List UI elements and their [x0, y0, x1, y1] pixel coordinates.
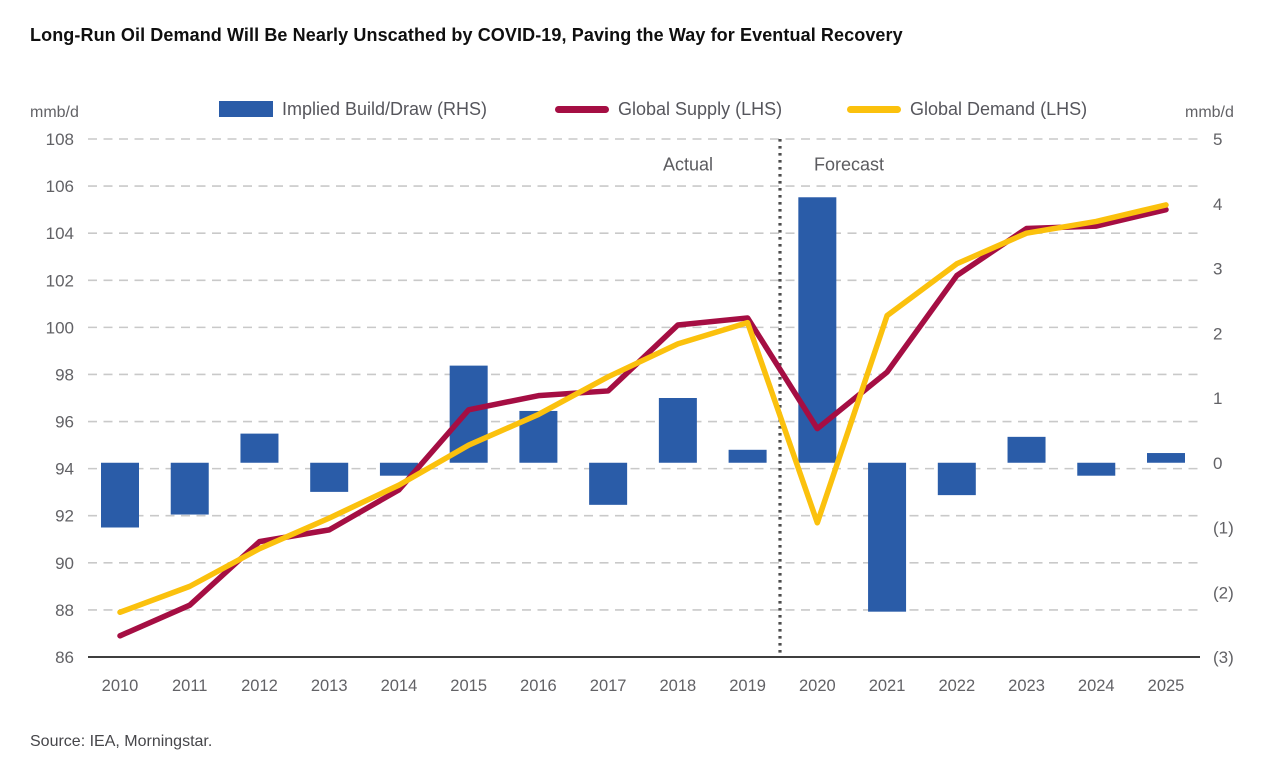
legend: Implied Build/Draw (RHS) Global Supply (…	[0, 96, 1285, 122]
bar-2012	[240, 433, 279, 463]
x-axis-year-label: 2016	[520, 677, 557, 695]
legend-item-global-supply: Global Supply (LHS)	[555, 96, 782, 122]
left-axis-unit-label: mmb/d	[30, 104, 79, 121]
right-axis-tick-label: 2	[1213, 324, 1222, 343]
right-axis-tick-label: 1	[1213, 389, 1222, 408]
global-supply-swatch-icon	[555, 105, 609, 113]
x-axis-year-label: 2011	[172, 677, 207, 695]
left-axis-tick-label: 94	[55, 460, 74, 479]
x-axis-year-label: 2024	[1078, 677, 1115, 695]
actual-period-label: Actual	[662, 154, 714, 175]
build-draw-swatch-icon	[219, 101, 273, 117]
bar-2024	[1077, 462, 1116, 476]
bar-2023	[1007, 436, 1046, 463]
legend-item-global-demand: Global Demand (LHS)	[847, 96, 1087, 122]
bar-2021	[868, 462, 907, 612]
bar-2011	[170, 462, 209, 515]
right-axis-unit-label: mmb/d	[1185, 104, 1234, 121]
bar-2020	[798, 197, 837, 463]
bar-2014	[379, 462, 418, 476]
source-note: Source: IEA, Morningstar.	[30, 733, 213, 750]
forecast-period-label: Forecast	[813, 154, 885, 175]
x-axis-year-label: 2020	[799, 677, 836, 695]
left-axis-tick-label: 106	[46, 177, 74, 196]
bar-2017	[589, 462, 628, 505]
bar-2025	[1147, 453, 1185, 463]
left-axis-tick-label: 92	[55, 507, 74, 526]
legend-label: Global Demand (LHS)	[910, 98, 1088, 119]
legend-label: Implied Build/Draw (RHS)	[282, 98, 488, 119]
legend-item-build-draw: Implied Build/Draw (RHS)	[219, 96, 487, 122]
x-axis-year-label: 2017	[590, 677, 627, 695]
right-axis-tick-label: (3)	[1213, 648, 1234, 667]
global-demand-line	[117, 202, 1169, 616]
right-axis-tick-label: 5	[1213, 130, 1222, 149]
left-axis-tick-label: 108	[46, 130, 74, 149]
global-supply-line	[117, 206, 1169, 639]
left-axis-tick-label: 88	[55, 601, 74, 620]
bar-2019	[728, 449, 767, 463]
x-axis-year-label: 2021	[869, 677, 906, 695]
x-axis-year-label: 2010	[102, 677, 139, 695]
chart-title: Long-Run Oil Demand Will Be Nearly Unsca…	[30, 25, 903, 45]
bar-2022	[937, 462, 976, 496]
right-axis-tick-label: (2)	[1213, 583, 1234, 602]
left-axis-tick-label: 100	[46, 318, 74, 337]
x-axis-year-label: 2014	[381, 677, 418, 695]
left-axis-tick-label: 104	[46, 224, 74, 243]
x-axis-year-label: 2018	[660, 677, 697, 695]
right-axis-tick-label: 4	[1213, 195, 1222, 214]
left-axis-tick-label: 98	[55, 365, 74, 384]
left-axis-tick-label: 86	[55, 648, 74, 667]
bar-2013	[310, 462, 349, 492]
x-axis-year-label: 2012	[241, 677, 278, 695]
x-axis-year-label: 2019	[729, 677, 766, 695]
left-axis-tick-label: 90	[55, 554, 74, 573]
x-axis-year-label: 2015	[450, 677, 487, 695]
bar-2010	[101, 462, 139, 528]
x-axis-year-label: 2025	[1148, 677, 1185, 695]
left-axis-tick-label: 96	[55, 413, 74, 432]
legend-label: Global Supply (LHS)	[618, 98, 783, 119]
left-axis-tick-label: 102	[46, 271, 74, 290]
right-axis-tick-label: 3	[1213, 260, 1222, 279]
right-axis-tick-label: 0	[1213, 454, 1222, 473]
x-axis-year-label: 2013	[311, 677, 348, 695]
right-axis-tick-label: (1)	[1213, 519, 1234, 538]
x-axis-year-label: 2023	[1008, 677, 1045, 695]
global-demand-swatch-icon	[847, 105, 901, 113]
x-axis-year-label: 2022	[938, 677, 975, 695]
bar-2018	[658, 398, 697, 463]
